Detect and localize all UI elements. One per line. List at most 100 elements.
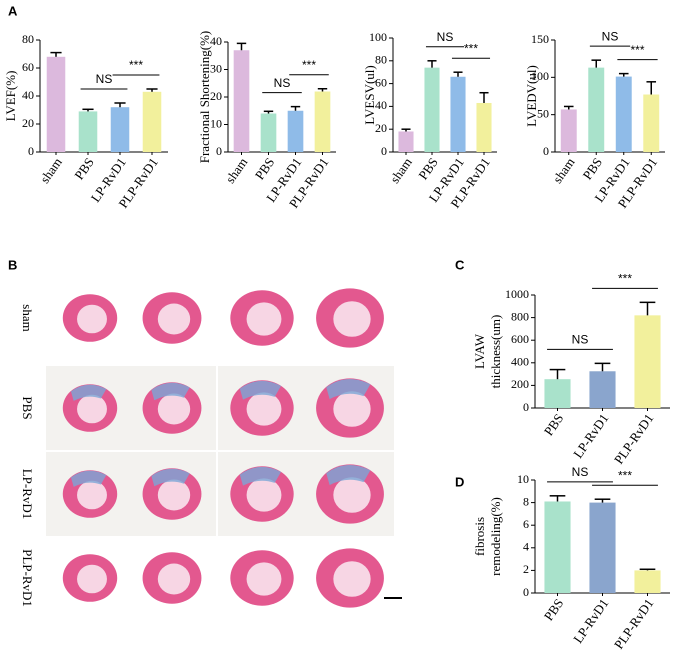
y-tick-label: 800 — [511, 309, 529, 323]
y-tick-label: 0 — [523, 585, 529, 599]
bar — [110, 107, 130, 152]
x-tick-label: PBS — [71, 155, 97, 183]
y-tick-label: 200 — [511, 377, 529, 391]
heart-section-inner — [157, 303, 191, 335]
significance-label: NS — [572, 465, 589, 479]
significance-label: NS — [274, 76, 291, 90]
y-tick-label: 2 — [523, 562, 529, 576]
y-tick-label: 20 — [375, 121, 387, 135]
y-tick-label: 8 — [523, 494, 529, 508]
y-axis-label: fibrosis — [472, 517, 487, 556]
x-tick-label: sham — [222, 155, 250, 186]
heart-section-inner — [246, 478, 282, 512]
y-tick-label: 0 — [381, 144, 387, 158]
x-tick-label: sham — [550, 155, 578, 186]
x-tick-label: PBS — [252, 155, 278, 183]
significance-label: *** — [618, 468, 632, 482]
panel-label: A — [8, 3, 18, 18]
bar — [450, 76, 466, 152]
y-axis-label: remodeling(%) — [488, 497, 503, 576]
significance-label: NS — [572, 333, 589, 347]
x-tick-label: PBS — [541, 596, 567, 624]
bar — [589, 371, 616, 408]
bar — [287, 110, 304, 152]
fibrosis-patch — [239, 380, 282, 400]
y-tick-label: 6 — [523, 517, 529, 531]
row-label: PLP-RvD1 — [20, 549, 35, 607]
bar — [560, 109, 577, 152]
heart-section-inner — [333, 391, 371, 427]
significance-label: *** — [618, 272, 632, 286]
y-axis-label: thickness(um) — [488, 315, 503, 389]
x-tick-label: PLP-RvD1 — [611, 596, 656, 652]
x-tick-label: PBS — [580, 155, 606, 183]
y-axis-label: LVEF(%) — [3, 71, 18, 122]
y-axis-label: Fractional Shortening(%) — [197, 31, 212, 164]
significance-label: *** — [302, 58, 316, 72]
panel-label: D — [455, 474, 464, 489]
significance-label: *** — [630, 43, 644, 57]
significance-label: NS — [602, 29, 619, 43]
y-tick-label: 0 — [523, 400, 529, 414]
fibrosis-patch — [326, 464, 371, 486]
y-tick-label: 0 — [216, 144, 222, 158]
heart-section-inner — [246, 562, 282, 596]
fibrosis-patch — [70, 384, 107, 401]
y-tick-label: 10 — [517, 472, 529, 486]
y-tick-label: 10 — [210, 116, 222, 130]
bar — [634, 570, 661, 593]
bar — [260, 113, 277, 152]
heart-section-inner — [157, 479, 191, 511]
bar — [142, 91, 162, 152]
fibrosis-patch — [70, 470, 107, 487]
y-tick-label: 50 — [537, 106, 549, 120]
y-tick-label: 600 — [511, 332, 529, 346]
heart-section-inner — [157, 393, 191, 425]
bar — [78, 111, 98, 152]
heart-section-inner — [246, 302, 282, 336]
fibrosis-patch — [239, 466, 282, 486]
heart-section-inner — [77, 304, 107, 334]
bar — [643, 94, 660, 152]
y-tick-label: 1000 — [505, 287, 529, 301]
x-tick-label: PLP-RvD1 — [611, 411, 656, 467]
y-tick-label: 60 — [375, 75, 387, 89]
significance-label: NS — [96, 72, 113, 86]
bar — [544, 379, 571, 408]
y-tick-label: 20 — [210, 89, 222, 103]
panel-label: B — [8, 257, 17, 272]
y-tick-label: 40 — [210, 34, 222, 48]
row-label: PBS — [20, 396, 35, 419]
panel-label: C — [455, 257, 465, 272]
significance-label: *** — [129, 58, 143, 72]
y-axis-label: LVEDV(ul) — [524, 65, 539, 127]
fibrosis-patch — [151, 382, 190, 401]
bar — [46, 56, 66, 152]
bar — [588, 67, 605, 152]
y-tick-label: 150 — [531, 32, 549, 46]
bar — [398, 131, 414, 152]
x-tick-label: PBS — [541, 411, 567, 439]
row-label: sham — [20, 304, 35, 331]
y-axis-label: LVESV(ul) — [362, 65, 377, 124]
fibrosis-patch — [326, 378, 371, 400]
bar — [314, 91, 331, 152]
bar — [476, 102, 492, 152]
y-tick-label: 400 — [511, 355, 529, 369]
x-tick-label: sham — [387, 155, 415, 186]
bar — [233, 50, 250, 152]
y-tick-label: 60 — [22, 60, 34, 74]
heart-section-inner — [333, 301, 371, 337]
y-tick-label: 20 — [22, 116, 34, 130]
y-tick-label: 40 — [22, 88, 34, 102]
x-tick-label: LP-RvD1 — [570, 596, 611, 646]
heart-section-inner — [77, 480, 107, 510]
y-tick-label: 80 — [375, 53, 387, 67]
y-tick-label: 30 — [210, 61, 222, 75]
heart-section-inner — [77, 564, 107, 594]
significance-label: *** — [464, 41, 478, 55]
bar — [589, 502, 616, 593]
y-tick-label: 0 — [28, 144, 34, 158]
y-tick-label: 80 — [22, 32, 34, 46]
